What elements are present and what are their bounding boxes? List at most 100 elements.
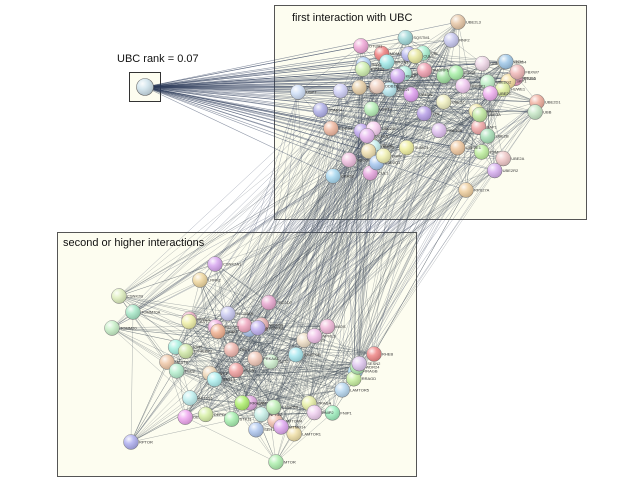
network-node[interactable]: UBE2L3 <box>450 14 482 30</box>
edge <box>438 61 505 131</box>
network-node[interactable]: AKT1S1 <box>182 390 214 406</box>
edge <box>261 324 358 368</box>
network-node[interactable]: RPTOR <box>123 434 154 450</box>
edge <box>275 412 333 463</box>
network-node[interactable]: UBE2C <box>482 85 512 102</box>
network-node[interactable]: HUWE1 <box>494 81 526 97</box>
edge <box>257 327 354 379</box>
network-node[interactable]: FLCN <box>228 362 255 378</box>
network-node[interactable]: PRKAA1 <box>247 350 280 367</box>
network-node[interactable]: RRAGE <box>234 395 265 411</box>
edge <box>397 75 477 112</box>
network-node[interactable]: UBE2R2 <box>486 162 519 179</box>
node-label: UBE2S <box>381 145 394 150</box>
edge <box>241 86 378 403</box>
network-node[interactable]: SAMTOR <box>288 346 321 363</box>
network-node[interactable]: TOMM70A <box>125 304 161 320</box>
network-node[interactable]: ATG13 <box>206 371 236 388</box>
edge <box>235 189 467 371</box>
network-node[interactable]: UBE2Z <box>435 94 465 110</box>
edge <box>273 37 406 408</box>
network-node[interactable]: CDC34 <box>323 120 353 137</box>
network-node[interactable]: PSMC4 <box>312 102 343 118</box>
network-node[interactable]: NEDD8 <box>341 152 371 168</box>
network-node[interactable]: LAMTOR5 <box>334 382 370 398</box>
network-node[interactable]: SESN2 <box>351 355 381 372</box>
network-node[interactable]: VHL <box>416 105 441 122</box>
network-node[interactable]: RNF168 <box>431 122 463 139</box>
network-node[interactable]: SZT2 <box>263 353 289 370</box>
network-node[interactable]: C12orf66 <box>265 399 299 415</box>
edge <box>214 263 360 364</box>
network-node[interactable]: EIF4EBP1 <box>178 343 213 359</box>
network-node[interactable]: FBXW7 <box>509 64 540 80</box>
node-label: FBXW7 <box>525 69 540 74</box>
network-node[interactable]: RHEB <box>366 346 394 362</box>
network-node[interactable]: DNM2 <box>210 323 238 340</box>
edge <box>118 170 495 297</box>
network-node[interactable]: PSMB8 <box>354 61 385 77</box>
edge <box>118 295 216 328</box>
network-node[interactable]: UBE3A <box>471 106 501 123</box>
edge <box>357 147 407 367</box>
network-node[interactable]: UBE2H <box>474 55 504 72</box>
network-node[interactable]: MLST8 <box>159 354 189 370</box>
network-node[interactable]: UBB <box>527 104 552 120</box>
network-node[interactable]: DDB1 <box>369 78 397 94</box>
network-node[interactable]: TSC1 <box>223 341 251 358</box>
network-node[interactable]: MTOR <box>268 454 296 470</box>
network-node[interactable]: CUL3 <box>407 48 435 64</box>
second-group-nodes: CSNK2B TOMM20 TOMM70A CSNK2A1 LRRK2 RHEB MTOR R… <box>104 256 394 470</box>
network-node[interactable]: FNIP2 <box>306 404 335 421</box>
network-node[interactable]: CASTOR1 <box>181 313 217 330</box>
network-node[interactable]: RPS6KB1 <box>250 320 285 336</box>
network-node[interactable]: RNF2 <box>443 32 471 48</box>
network-node[interactable]: DEPDC5 <box>197 406 231 423</box>
network-node[interactable]: TSC2 <box>168 363 196 379</box>
network-node[interactable]: SEH1L <box>248 421 278 438</box>
network-node[interactable]: USP14 <box>363 101 393 117</box>
network-node[interactable]: OTUB1 <box>353 38 383 54</box>
network-node[interactable]: TBC1D7 <box>260 294 293 311</box>
network-node[interactable]: RPS27A <box>458 182 490 198</box>
network-node[interactable]: LRRK2 <box>192 272 222 288</box>
network-node[interactable]: SQSTM1 <box>397 29 431 46</box>
edge <box>422 52 505 63</box>
network-node[interactable]: UHRF1 <box>375 148 406 164</box>
network-node[interactable]: ISG15 <box>448 64 477 81</box>
network-node[interactable]: SLC38A9 <box>220 305 254 322</box>
network-node[interactable]: LAMTOR1 <box>286 426 322 442</box>
network-node[interactable]: MIOS <box>319 318 346 335</box>
network-node[interactable]: USP7 <box>290 84 318 100</box>
network-node[interactable]: BRCA1 <box>379 54 409 70</box>
network-node[interactable]: MTMR14 <box>273 419 307 435</box>
network-node[interactable]: UBE2E1 <box>449 139 482 156</box>
network-node[interactable]: ITCH <box>498 53 523 70</box>
network-node[interactable]: SMURF1 <box>416 62 450 78</box>
network-node[interactable]: KEAP1 <box>389 68 419 84</box>
first-group-nodes: UBE2L3 UBE2L6 UBE2D1 USP7 UBA52 RPS27A UBB SUMO… <box>290 14 561 198</box>
edge <box>144 86 377 163</box>
network-node[interactable]: TRIM21 <box>455 78 486 94</box>
network-node[interactable]: UBE2B <box>479 128 509 144</box>
edge <box>340 90 375 355</box>
network-node[interactable]: UBE2N <box>403 86 433 103</box>
network-node[interactable]: CSNK2B <box>111 288 144 304</box>
edge <box>366 85 464 137</box>
network-node[interactable]: PSMD14 <box>473 144 506 160</box>
edge <box>189 371 356 399</box>
network-node[interactable]: FNIP1 <box>324 405 353 421</box>
ubc-node[interactable] <box>136 78 154 96</box>
network-node[interactable]: STK11 <box>223 411 252 427</box>
network-node[interactable]: UBA52 <box>325 168 355 184</box>
network-node[interactable]: CSNK2A1 <box>207 256 243 272</box>
network-node[interactable]: UCHL5 <box>359 128 389 144</box>
network-node[interactable]: SUMO1 <box>398 139 430 156</box>
network-node[interactable]: UBE2A <box>495 150 525 167</box>
edge <box>248 329 251 403</box>
network-node[interactable]: RRAGD <box>345 370 376 387</box>
edge <box>209 109 321 374</box>
network-node[interactable]: TOMM20 <box>104 320 138 336</box>
network-node[interactable]: UBE2I <box>381 81 409 98</box>
network-node[interactable]: NPRL3 <box>306 328 336 344</box>
